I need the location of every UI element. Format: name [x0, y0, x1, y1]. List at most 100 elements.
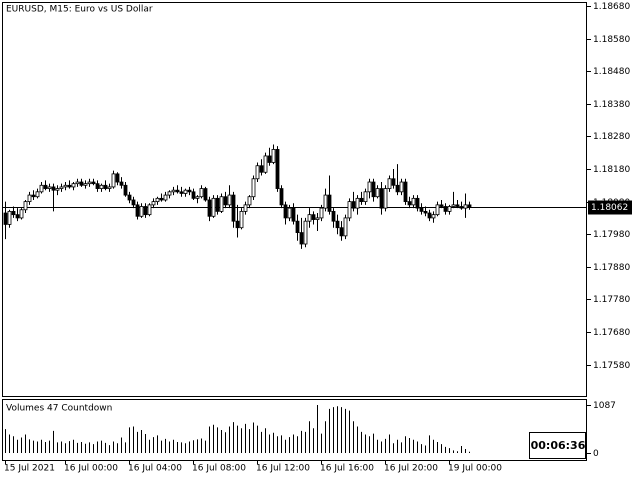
main-pane [2, 2, 587, 397]
chart-title: EURUSD, M15: Euro vs US Dollar [6, 5, 153, 15]
candle-body [135, 204, 140, 217]
y-tick-label: 1.17880 [593, 263, 630, 273]
candle-body [19, 209, 24, 219]
y-tick-label: 1.18680 [593, 2, 630, 12]
candle-body [459, 206, 464, 209]
candle-body [171, 189, 176, 193]
candle-body [35, 191, 40, 198]
x-tick-label: 19 Jul 00:00 [448, 464, 502, 474]
candle-body [255, 165, 260, 180]
candle-body [51, 186, 56, 191]
candle-body [179, 191, 184, 194]
candle-body [415, 197, 420, 209]
y-tick-label: 1.18280 [593, 132, 630, 142]
candle-body [367, 181, 372, 193]
candle-body [103, 184, 108, 189]
candle-body [111, 173, 116, 188]
candle-body [79, 181, 84, 186]
candle-body [287, 207, 292, 219]
candle-body [271, 149, 276, 163]
candle-body [267, 155, 272, 163]
candle-body [411, 197, 416, 206]
candle-body [223, 196, 228, 206]
candle-body [399, 181, 404, 193]
candle-body [95, 183, 100, 189]
candle-body [311, 214, 316, 220]
y-tick-label: 1.17580 [593, 361, 630, 371]
candle-body [347, 201, 352, 219]
candle-body [31, 194, 36, 198]
candle-body [423, 210, 428, 214]
candle-body [131, 199, 136, 206]
candle-body [419, 207, 424, 212]
candle-body [319, 207, 324, 219]
candle-body [463, 204, 468, 209]
candle-body [55, 188, 60, 191]
candle-body [467, 204, 472, 208]
candle-body [143, 206, 148, 216]
candle-body [3, 212, 8, 225]
candle-body [147, 204, 152, 216]
candle-body [199, 188, 204, 198]
candle-body [383, 188, 388, 209]
candle-body [359, 197, 364, 203]
candle-body [431, 214, 436, 219]
candle-body [335, 220, 340, 229]
y-tick-label: 1.18380 [593, 100, 630, 110]
candle-body [123, 184, 128, 196]
candle-body [71, 183, 76, 188]
candle-body [443, 206, 448, 212]
candle-body [203, 188, 208, 201]
candle-body [207, 199, 212, 217]
candle-body [263, 155, 268, 173]
current-price-box [588, 200, 632, 215]
x-tick-label: 15 Jul 2021 [4, 464, 55, 474]
candle-body [167, 191, 172, 196]
candle-body [59, 186, 64, 189]
candle-body [283, 204, 288, 219]
candle-body [175, 189, 180, 193]
candle-body [307, 214, 312, 222]
candle-body [371, 181, 376, 198]
candle-body [375, 188, 380, 198]
candle-body [315, 217, 320, 220]
candle-body [447, 206, 452, 212]
candle-body [151, 201, 156, 206]
candle-body [299, 232, 304, 245]
candle-body [435, 204, 440, 216]
candle-body [343, 217, 348, 237]
candle-body [75, 181, 80, 185]
x-tick-label: 16 Jul 12:00 [256, 464, 310, 474]
candle-body [239, 210, 244, 229]
current-price-label: 1.18062 [591, 203, 628, 213]
candle-body [215, 197, 220, 212]
y-tick-label: 1087 [593, 401, 616, 411]
candle-body [451, 204, 456, 207]
countdown: 00:06:36 [531, 439, 586, 452]
candle-body [15, 214, 20, 219]
candle-body [47, 186, 52, 189]
candle-body [247, 196, 252, 206]
candle-body [279, 188, 284, 206]
y-tick-label: 1.18580 [593, 35, 630, 45]
candle-body [99, 184, 104, 189]
candle-body [67, 184, 72, 188]
candle-body [303, 220, 308, 245]
candle-body [11, 210, 16, 216]
candle-body [191, 191, 196, 199]
candle-body [43, 184, 48, 189]
candle-body [391, 178, 396, 186]
y-tick-label: 1.18480 [593, 67, 630, 77]
y-tick-label: 1.17780 [593, 295, 630, 305]
candle-body [331, 210, 336, 222]
candle-body [155, 197, 160, 203]
candle-body [295, 220, 300, 233]
candle-body [243, 204, 248, 212]
y-tick-label: 1.17680 [593, 328, 630, 338]
countdown-box [529, 432, 586, 459]
candle-body [159, 197, 164, 201]
x-tick-label: 16 Jul 08:00 [192, 464, 246, 474]
candle-body [115, 173, 120, 183]
candle-body [127, 194, 132, 201]
